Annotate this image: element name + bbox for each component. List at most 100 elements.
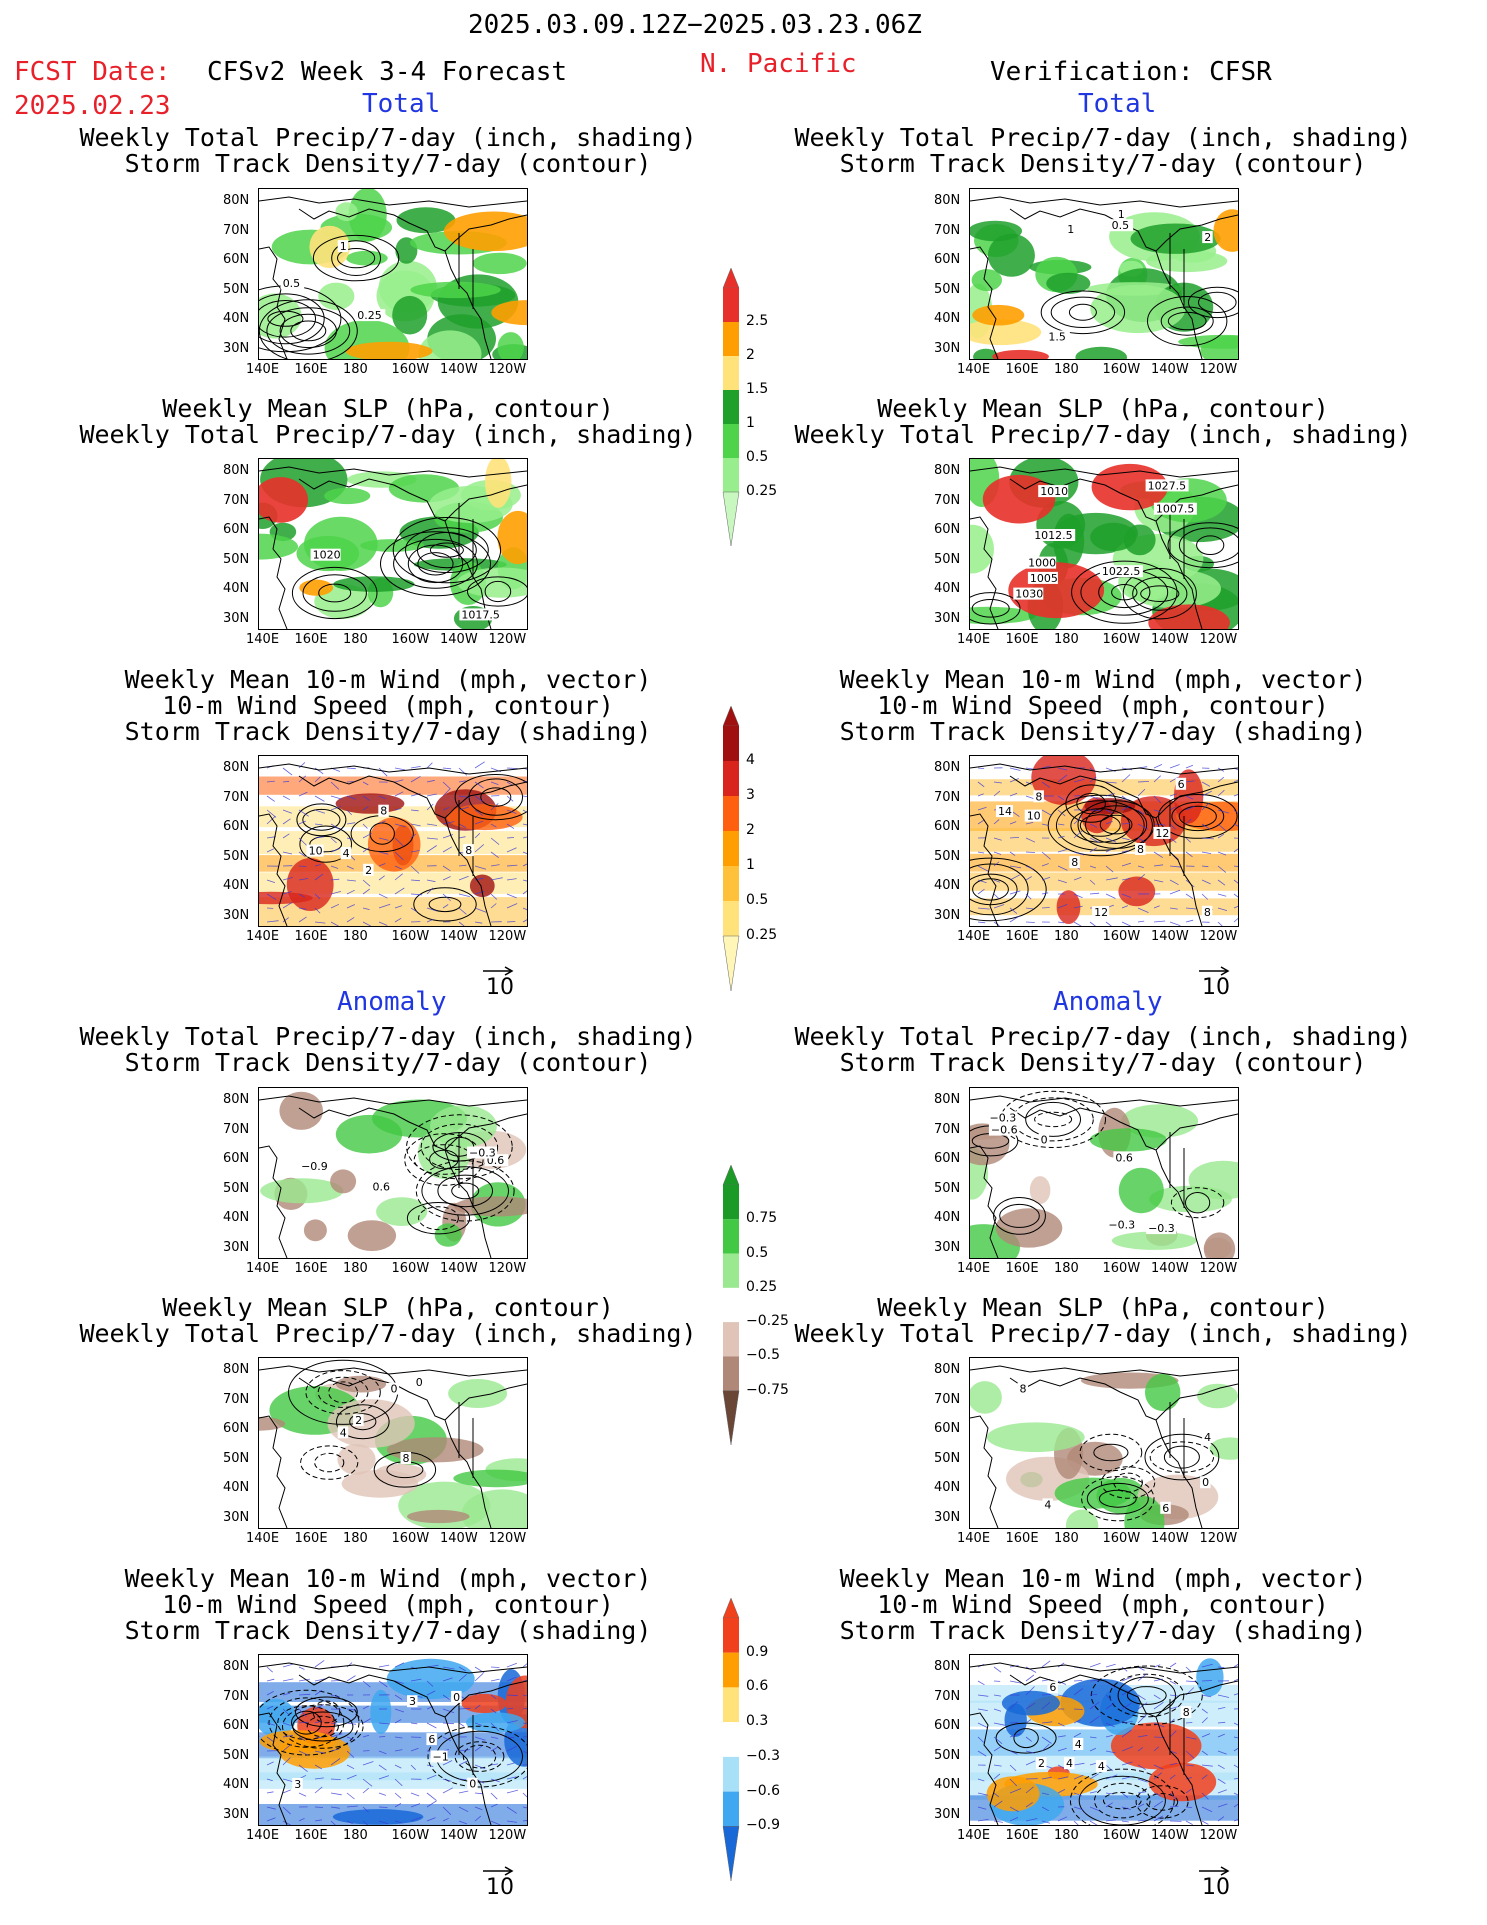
lat-tick-label: 80N xyxy=(223,1659,250,1674)
shading-patch xyxy=(1054,1477,1132,1509)
lat-tick-label: 40N xyxy=(223,878,250,893)
contour-label: 1022.5 xyxy=(1102,565,1141,578)
wind-vector xyxy=(442,904,449,909)
colorbar-level-label: 1 xyxy=(746,857,755,873)
wind-vector xyxy=(282,917,289,923)
coastline xyxy=(1155,781,1238,819)
wind-vector xyxy=(1201,1806,1213,1813)
contour-line xyxy=(312,1700,341,1724)
shading-patch xyxy=(1118,1167,1164,1214)
wind-vector xyxy=(977,1806,987,1810)
shading-patch xyxy=(324,487,371,505)
wind-vector xyxy=(458,1666,466,1672)
contour-line xyxy=(1140,585,1180,602)
lon-tick-label: 140E xyxy=(246,1531,280,1546)
lat-tick-label: 70N xyxy=(934,1688,961,1704)
wind-vector xyxy=(1041,1806,1050,1812)
shading-patch xyxy=(1124,1496,1165,1528)
wind-vector xyxy=(346,822,356,825)
wind-vector xyxy=(993,1764,1002,1767)
wind-vector xyxy=(298,1721,308,1724)
wind-vector xyxy=(346,1722,357,1725)
wind-vector xyxy=(378,1736,386,1738)
wind-vector xyxy=(362,1761,374,1766)
wind-vector xyxy=(1041,892,1049,895)
panel-title-l2-line1: Weekly Mean SLP (hPa, contour) xyxy=(162,394,614,423)
contour-label-bg xyxy=(1099,565,1143,578)
wind-vector xyxy=(266,920,279,923)
lat-tick-label: 60N xyxy=(934,819,961,834)
wind-vector xyxy=(394,791,404,797)
wind-vector xyxy=(1041,907,1050,909)
coastline xyxy=(1009,208,1157,252)
wind-vector xyxy=(506,1662,517,1668)
wind-vector xyxy=(474,795,483,802)
shading-patch xyxy=(1148,604,1230,629)
coastline xyxy=(970,516,999,629)
lat-tick-label: 40N xyxy=(934,581,961,596)
contour-line xyxy=(336,1404,390,1440)
contour-line xyxy=(1111,584,1138,601)
contour-line xyxy=(467,576,527,607)
wind-vector xyxy=(394,808,402,811)
wind-vector xyxy=(1169,889,1181,895)
lat-tick-label: 70N xyxy=(223,1121,250,1137)
contour-label: −0.3 xyxy=(469,1147,496,1160)
coastline xyxy=(970,1365,1238,1377)
wind-vector xyxy=(506,878,517,881)
lon-tick-label: 140E xyxy=(957,1261,991,1276)
coastline xyxy=(1169,1402,1185,1478)
wind-vector xyxy=(1057,1747,1067,1752)
vector-ref-arrow-l2 xyxy=(483,1862,514,1881)
wind-vector xyxy=(266,1691,274,1696)
wind-vector xyxy=(1089,823,1098,828)
lon-tick-label: 160E xyxy=(1005,929,1039,944)
coastline xyxy=(970,1095,1238,1107)
coastline xyxy=(259,1095,527,1107)
wind-vector xyxy=(1009,874,1020,881)
map-panel-r3: 8 6 12 10 12 8 8 8 14 xyxy=(969,755,1239,927)
wind-vector xyxy=(1185,1680,1196,1683)
wind-vector xyxy=(1121,1702,1132,1710)
lat-tick-label: 60N xyxy=(223,819,250,834)
wind-vector xyxy=(1025,1736,1032,1742)
wind-vector xyxy=(314,836,325,839)
wind-vector xyxy=(1217,1733,1225,1738)
wind-vector xyxy=(362,888,370,895)
wind-vector xyxy=(977,1708,988,1711)
wind-vector xyxy=(346,1708,357,1711)
wind-vector xyxy=(1137,823,1149,830)
wind-vector xyxy=(442,821,455,825)
wind-vector xyxy=(1153,1800,1164,1808)
wind-vector xyxy=(394,917,402,923)
colorbar-level-label: 0.5 xyxy=(746,892,769,908)
wind-vector xyxy=(1041,851,1051,860)
wind-vector xyxy=(1121,893,1132,898)
wind-vector xyxy=(282,809,292,814)
lat-tick-label: 70N xyxy=(223,789,250,805)
verification-label: Verification: CFSR xyxy=(990,57,1272,87)
contour-line xyxy=(1198,291,1237,314)
wind-vector xyxy=(522,1680,527,1682)
wind-vector xyxy=(1009,1788,1022,1794)
wind-vector xyxy=(346,917,355,923)
wind-vector xyxy=(314,1689,323,1696)
lon-tick-label: 160W xyxy=(1102,1261,1141,1276)
shading-patch xyxy=(303,1219,327,1242)
wind-vector xyxy=(506,903,518,909)
wind-vector xyxy=(1233,917,1238,923)
panel-title-l5-line1: Weekly Mean SLP (hPa, contour) xyxy=(162,1293,614,1322)
wind-vector xyxy=(282,891,292,895)
wind-vector xyxy=(1073,1792,1082,1797)
wind-vector xyxy=(426,879,436,883)
coastline xyxy=(1169,233,1185,309)
lat-tick-label: 70N xyxy=(934,492,961,508)
contour-label-bg xyxy=(400,1452,411,1464)
wind-vector xyxy=(362,795,371,801)
lon-tick-label: 120W xyxy=(488,632,527,647)
wind-vector xyxy=(522,1707,527,1710)
colorbar-level-label: 4 xyxy=(746,752,755,768)
contour-line xyxy=(406,1202,471,1235)
lat-tick-label: 50N xyxy=(934,551,961,567)
contour-label: 12 xyxy=(1094,906,1108,919)
